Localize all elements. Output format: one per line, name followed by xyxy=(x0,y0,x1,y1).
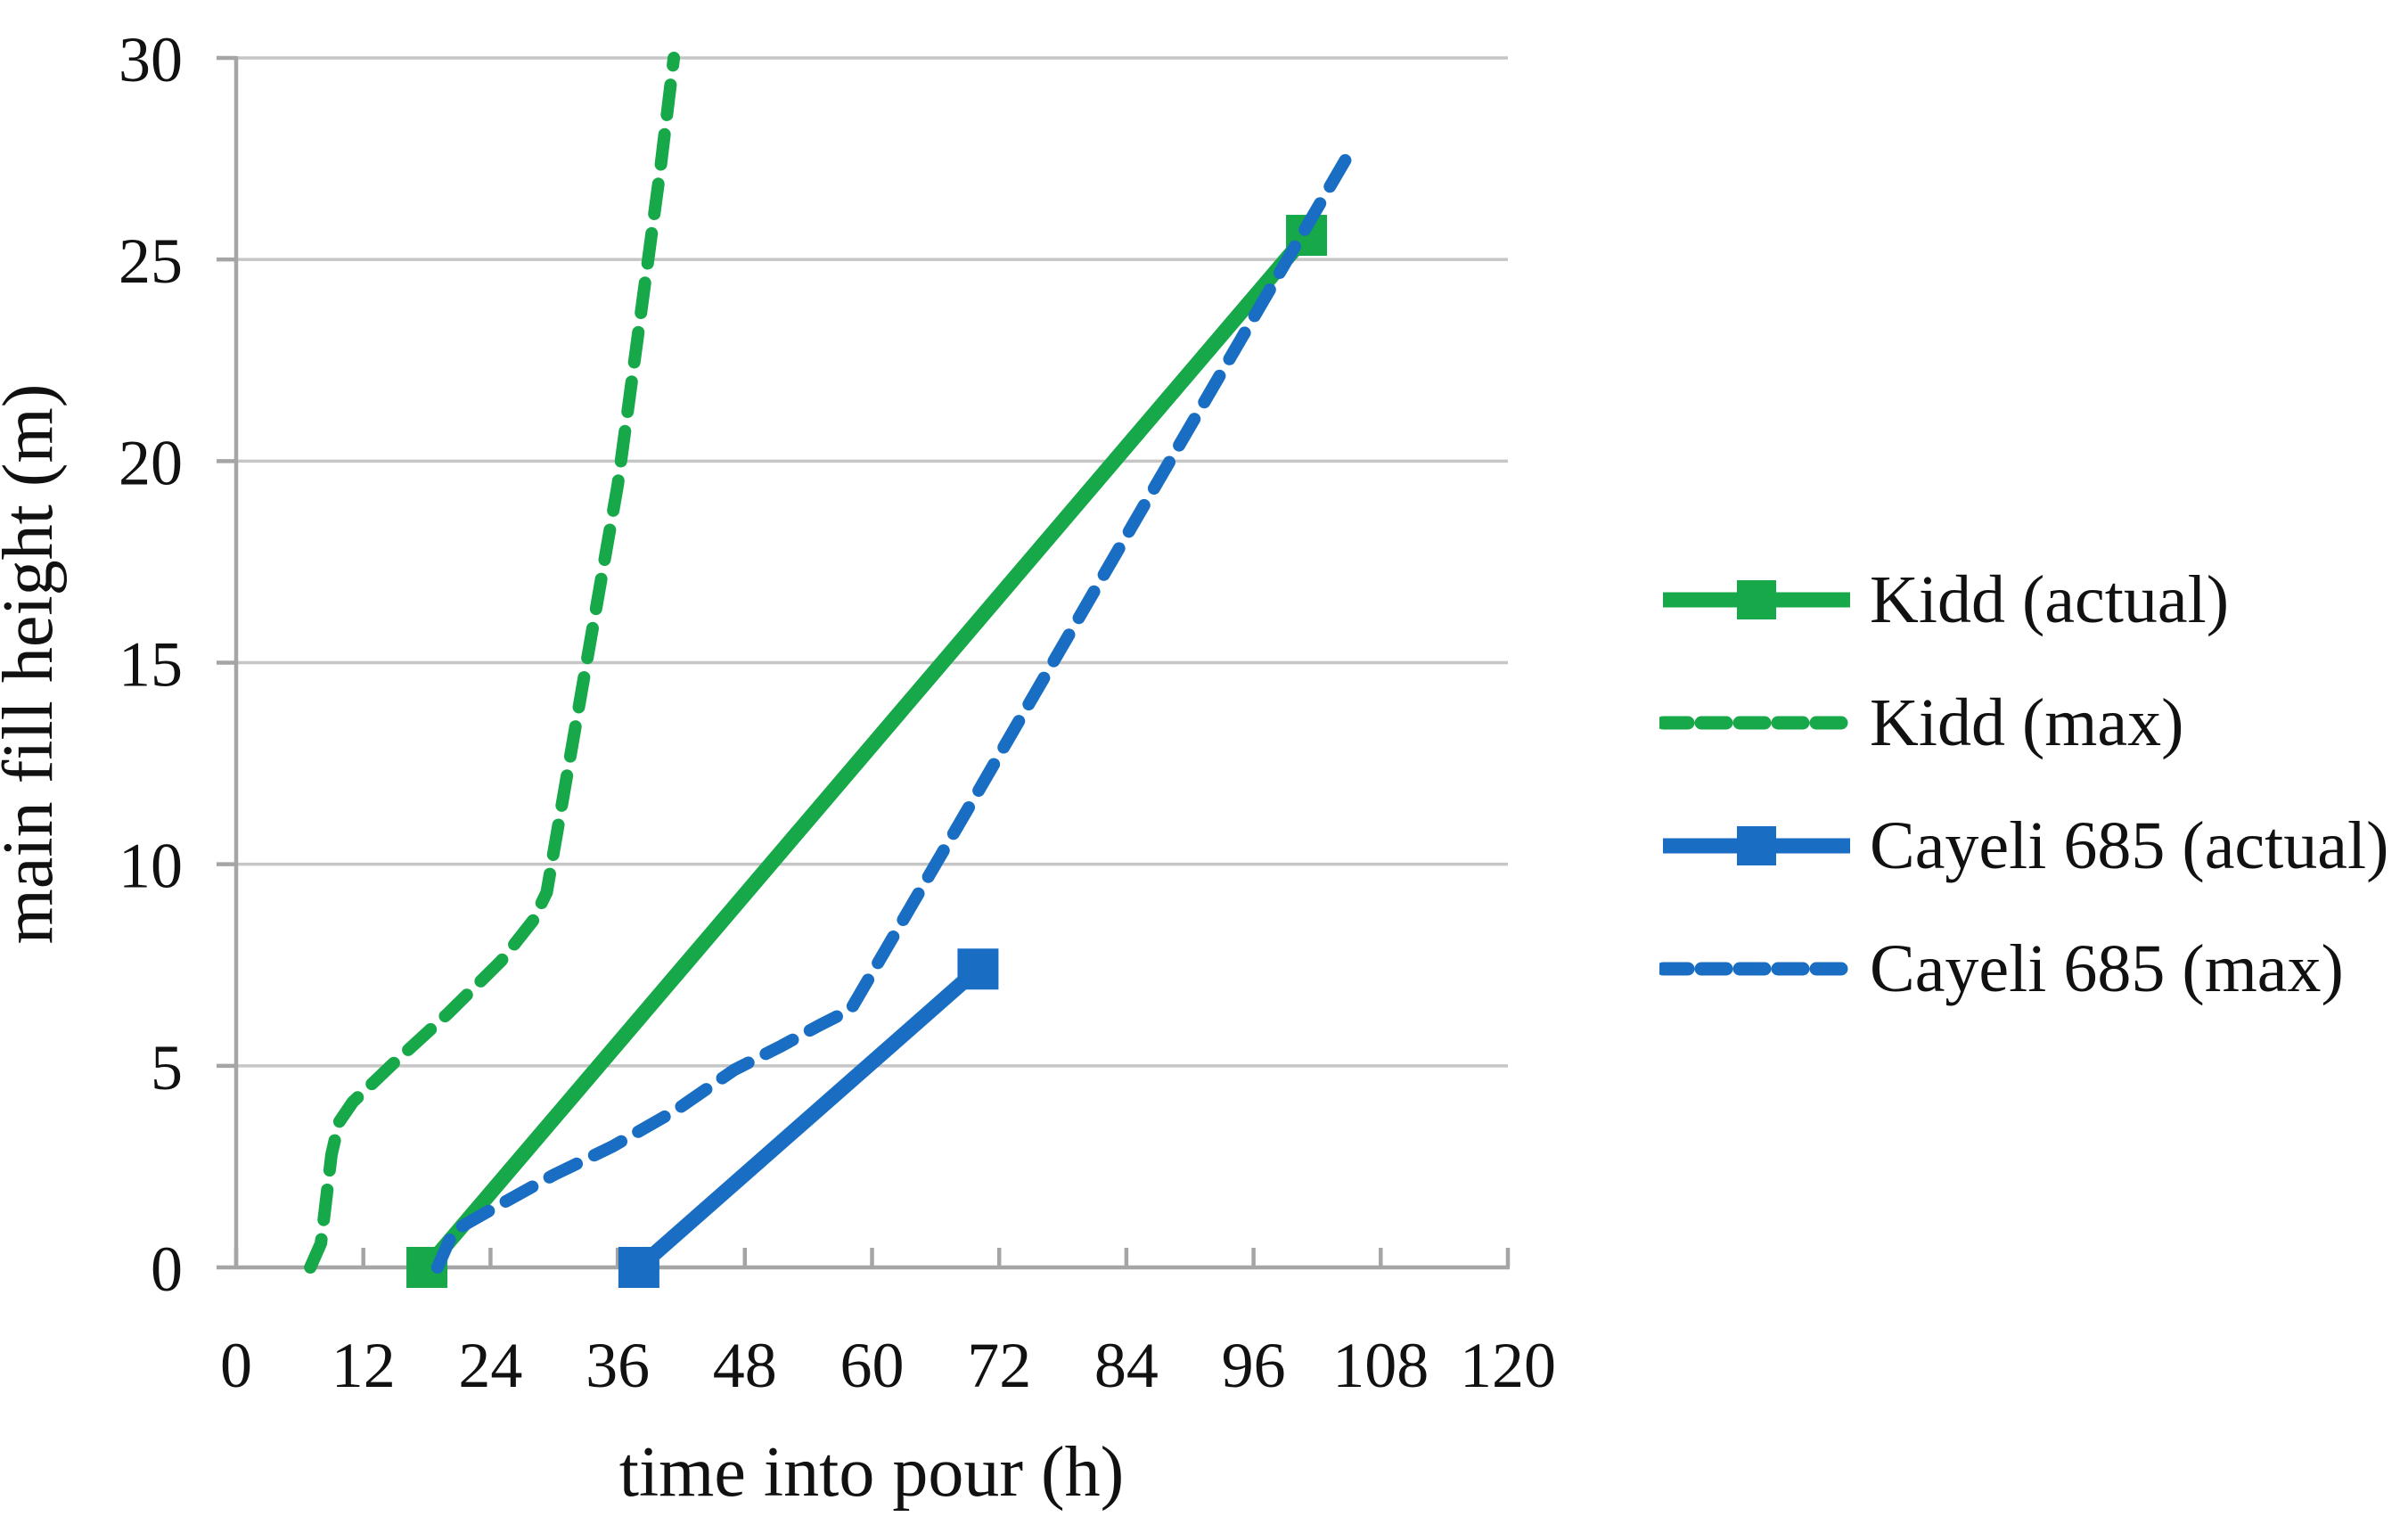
marker-cayeli-685-actual-0 xyxy=(618,1247,659,1288)
y-axis-title: main fill height (m) xyxy=(0,384,68,945)
legend-label-kidd-actual: Kidd (actual) xyxy=(1870,562,2230,637)
legend-label-cayeli-685-max: Cayeli 685 (max) xyxy=(1870,930,2344,1006)
x-tick-label-108: 108 xyxy=(1332,1330,1429,1401)
x-tick-label-48: 48 xyxy=(713,1330,777,1401)
tick-labels: 0 12 24 36 48 60 72 84 96 108 120 0 5 10 15 20 25 30 xyxy=(119,24,1556,1401)
legend-label-kidd-max: Kidd (max) xyxy=(1870,685,2184,760)
legend-item-kidd-actual: Kidd (actual) xyxy=(1659,538,2390,661)
legend-item-cayeli-685-actual: Cayeli 685 (actual) xyxy=(1659,784,2390,907)
x-tick-label-84: 84 xyxy=(1094,1330,1159,1401)
data-series xyxy=(304,52,1360,1288)
legend-swatch-kidd-max xyxy=(1659,716,1854,730)
legend-swatch-kidd-actual xyxy=(1663,580,1850,619)
series-kidd-max-line xyxy=(304,52,681,1274)
marker-cayeli-685-actual-1 xyxy=(957,948,999,990)
gridlines xyxy=(236,56,1508,1068)
x-tick-label-0: 0 xyxy=(220,1330,252,1401)
x-tick-label-36: 36 xyxy=(586,1330,650,1401)
series-cayeli-685-actual-line xyxy=(634,963,984,1274)
x-tick-label-24: 24 xyxy=(458,1330,522,1401)
x-tick-label-12: 12 xyxy=(332,1330,396,1401)
series-kidd-actual-line xyxy=(421,230,1313,1273)
y-tick-label-5: 5 xyxy=(151,1032,183,1103)
series-cayeli-685-max-line xyxy=(430,140,1360,1274)
legend-swatch-cayeli-685-actual xyxy=(1663,826,1850,865)
legend-swatch-cayeli-685-max xyxy=(1659,962,1854,976)
x-axis-title: time into pour (h) xyxy=(619,1433,1125,1512)
legend-label-cayeli-685-actual: Cayeli 685 (actual) xyxy=(1870,807,2389,883)
x-tick-label-60: 60 xyxy=(840,1330,905,1401)
x-tick-label-96: 96 xyxy=(1222,1330,1286,1401)
axis-ticks xyxy=(217,55,1511,1270)
x-tick-label-120: 120 xyxy=(1460,1330,1556,1401)
y-tick-label-30: 30 xyxy=(119,24,183,95)
y-tick-label-25: 25 xyxy=(119,225,183,297)
y-tick-label-0: 0 xyxy=(151,1234,183,1305)
legend-item-kidd-max: Kidd (max) xyxy=(1659,661,2390,784)
legend-item-cayeli-685-max: Cayeli 685 (max) xyxy=(1659,907,2390,1030)
y-tick-label-15: 15 xyxy=(119,629,183,701)
legend-marker-square-icon xyxy=(1737,580,1776,619)
legend: Kidd (actual) Kidd (max) Cayeli 685 (actua… xyxy=(1659,538,2390,1030)
x-tick-label-72: 72 xyxy=(967,1330,1031,1401)
y-tick-label-20: 20 xyxy=(119,427,183,498)
y-tick-label-10: 10 xyxy=(119,831,183,902)
legend-marker-square-icon xyxy=(1737,826,1776,865)
